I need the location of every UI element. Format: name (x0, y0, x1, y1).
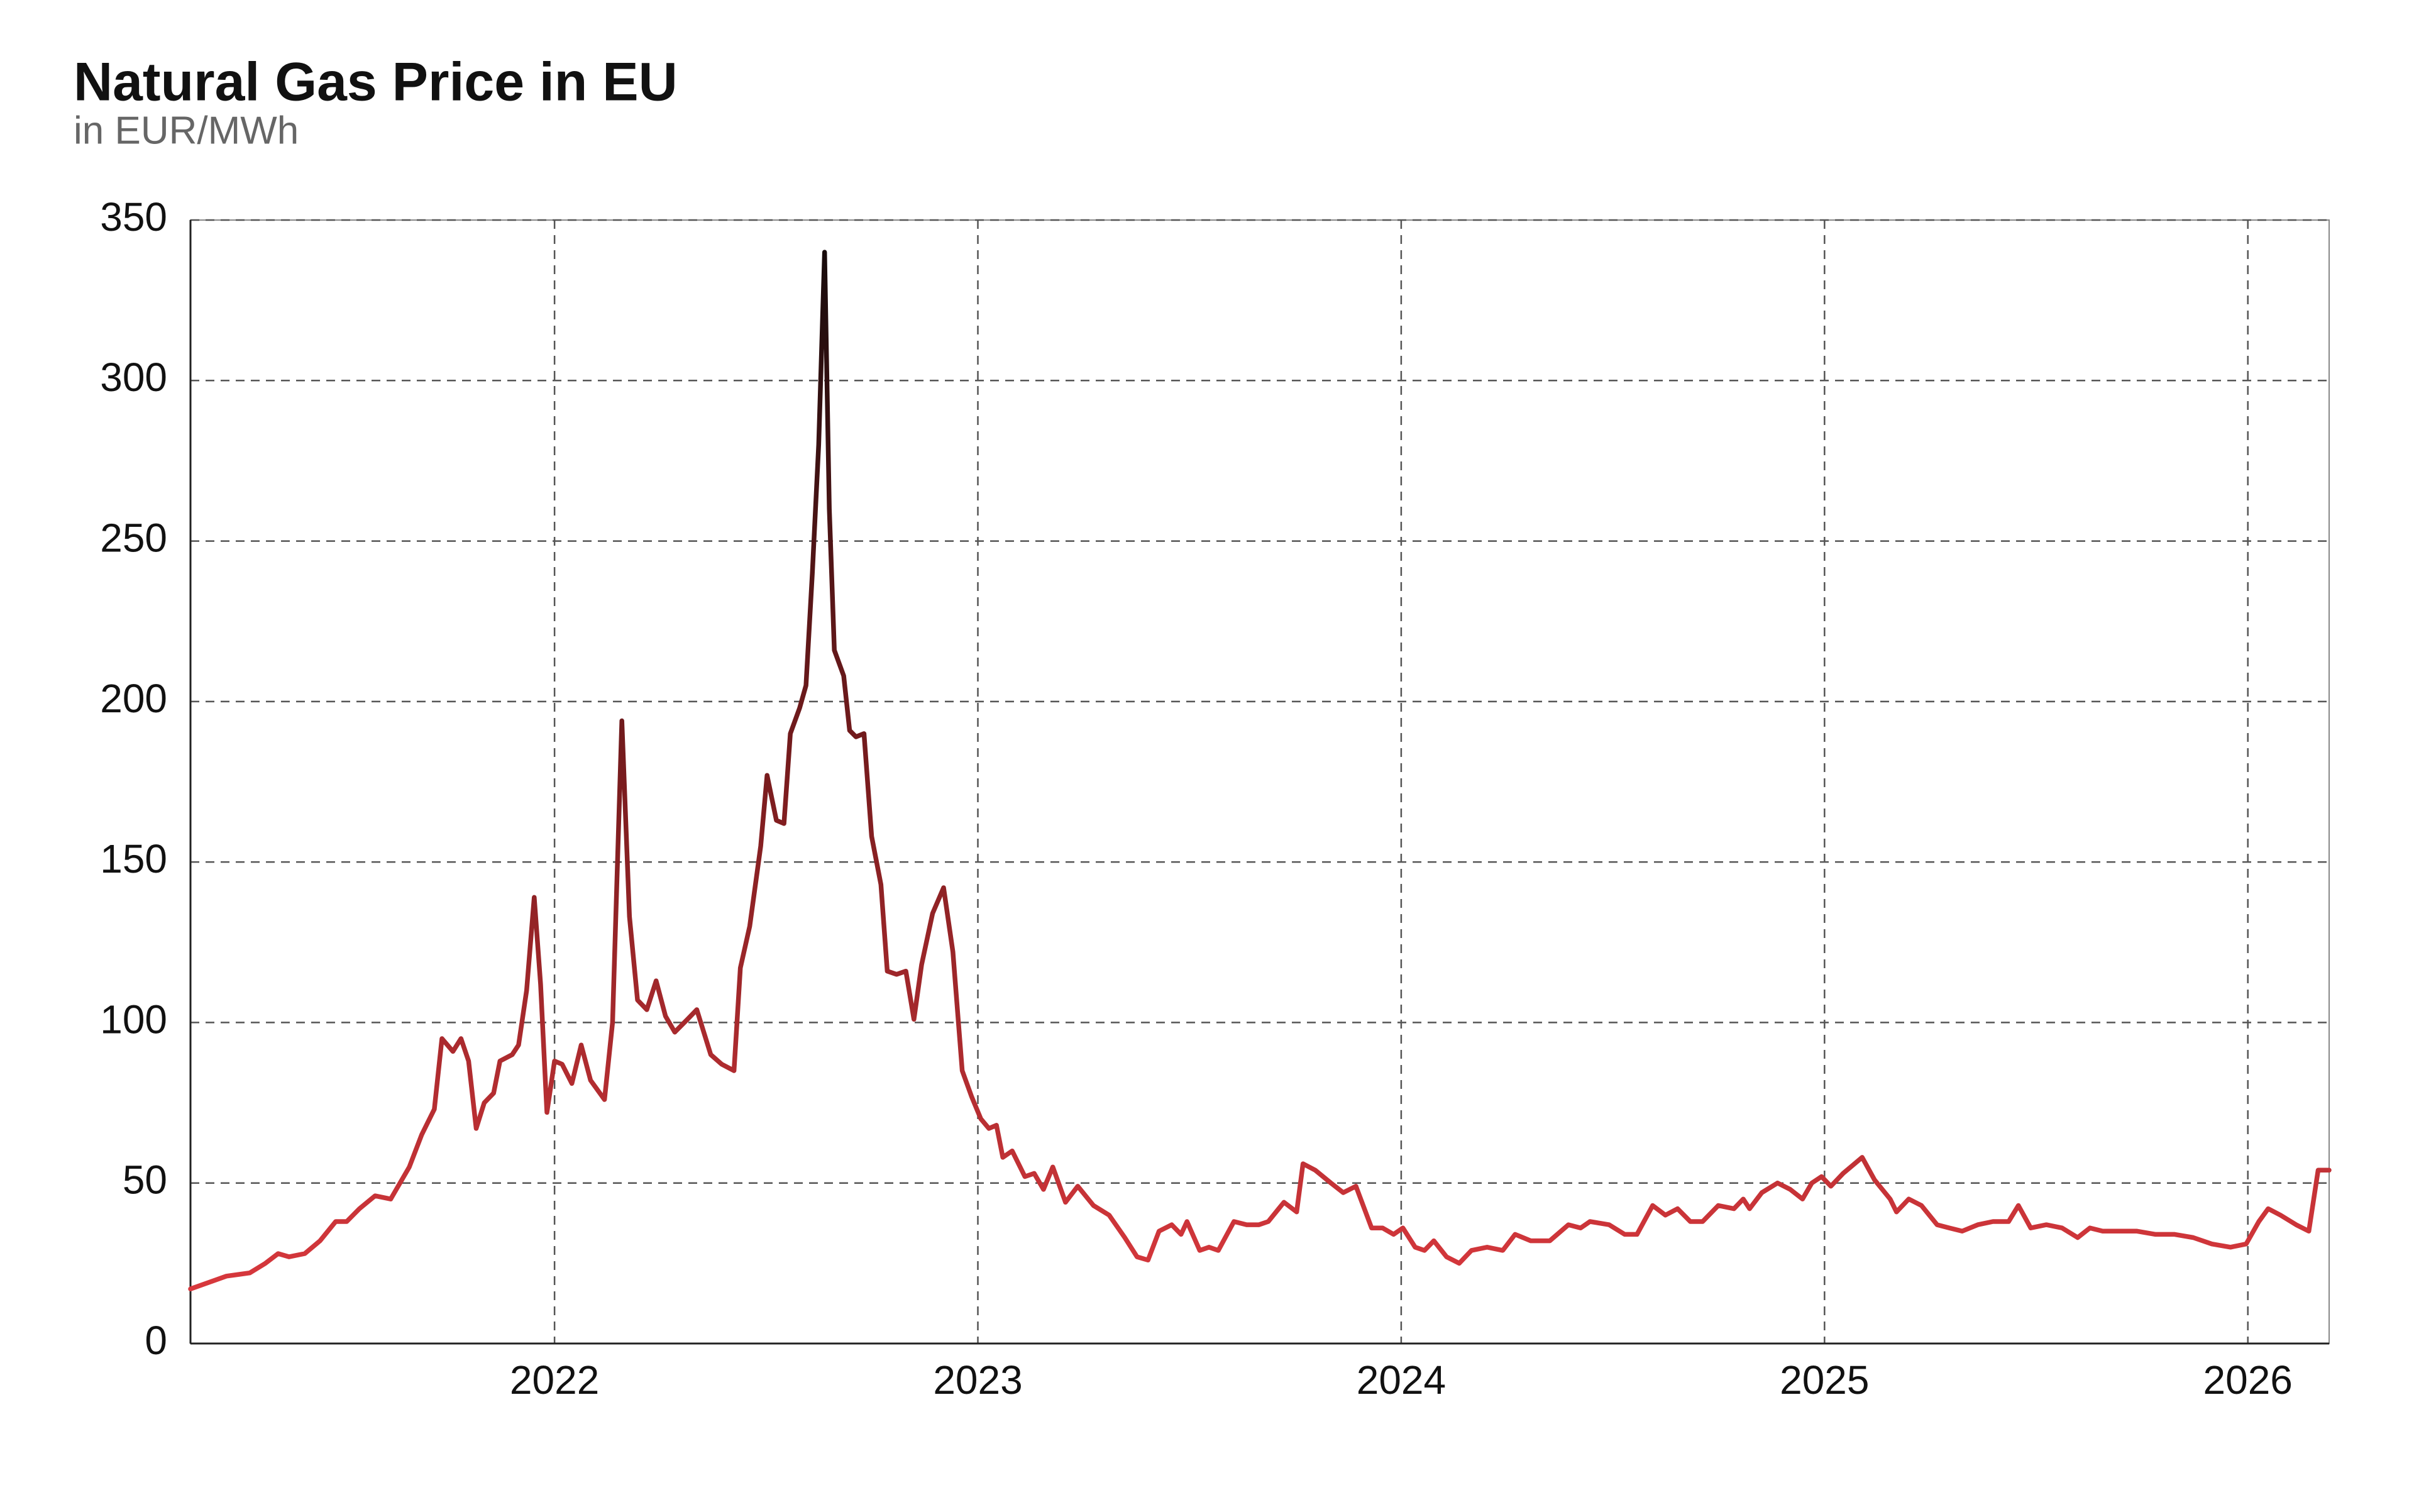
y-tick-label: 100 (100, 996, 167, 1042)
y-tick-label: 350 (100, 194, 167, 240)
y-tick-label: 200 (100, 676, 167, 721)
x-tick-label: 2023 (933, 1357, 1022, 1403)
y-tick-label: 0 (145, 1318, 167, 1363)
y-tick-label: 250 (100, 515, 167, 560)
price-line (188, 250, 2332, 1291)
y-tick-label: 50 (123, 1157, 167, 1203)
x-tick-label: 2025 (1780, 1357, 1869, 1403)
y-tick-label: 150 (100, 836, 167, 881)
x-tick-label: 2022 (510, 1357, 599, 1403)
x-tick-label: 2024 (1357, 1357, 1446, 1403)
y-tick-label: 300 (100, 355, 167, 400)
plot-frame (190, 219, 2330, 1344)
chart-title: Natural Gas Price in EU (74, 52, 678, 113)
chart-subtitle: in EUR/MWh (74, 109, 299, 152)
x-tick-label: 2026 (2203, 1357, 2293, 1403)
